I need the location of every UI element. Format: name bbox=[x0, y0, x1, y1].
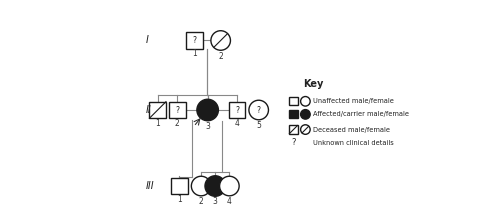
Text: ?: ? bbox=[192, 36, 196, 45]
Text: 3: 3 bbox=[205, 122, 210, 131]
FancyBboxPatch shape bbox=[186, 32, 203, 49]
Circle shape bbox=[197, 99, 218, 121]
Circle shape bbox=[300, 125, 310, 134]
Text: Key: Key bbox=[303, 79, 323, 89]
FancyBboxPatch shape bbox=[290, 110, 298, 118]
Text: ?: ? bbox=[291, 138, 296, 147]
Text: II: II bbox=[146, 105, 152, 115]
Text: ?: ? bbox=[256, 106, 260, 114]
Text: 1: 1 bbox=[177, 195, 182, 204]
Text: 1: 1 bbox=[156, 119, 160, 128]
Text: 4: 4 bbox=[234, 119, 240, 128]
FancyBboxPatch shape bbox=[290, 97, 298, 105]
Circle shape bbox=[220, 176, 239, 196]
Text: I: I bbox=[146, 35, 148, 46]
Text: 5: 5 bbox=[256, 121, 261, 130]
Circle shape bbox=[300, 110, 310, 119]
FancyBboxPatch shape bbox=[290, 125, 298, 134]
Text: Unknown clinical details: Unknown clinical details bbox=[312, 139, 394, 146]
Text: ?: ? bbox=[235, 106, 239, 114]
Text: 4: 4 bbox=[227, 197, 232, 206]
FancyBboxPatch shape bbox=[150, 102, 166, 118]
FancyBboxPatch shape bbox=[228, 102, 246, 118]
FancyBboxPatch shape bbox=[169, 102, 186, 118]
Text: 1: 1 bbox=[192, 49, 197, 58]
Text: 2: 2 bbox=[199, 197, 203, 206]
FancyBboxPatch shape bbox=[171, 178, 188, 194]
Text: 2: 2 bbox=[175, 119, 180, 128]
Text: 3: 3 bbox=[213, 197, 218, 206]
Circle shape bbox=[192, 176, 211, 196]
Circle shape bbox=[205, 176, 226, 196]
Circle shape bbox=[300, 97, 310, 106]
Text: Deceased male/female: Deceased male/female bbox=[312, 126, 390, 132]
Text: ?: ? bbox=[175, 106, 179, 114]
Text: III: III bbox=[146, 181, 154, 191]
Circle shape bbox=[249, 100, 268, 120]
Text: Affected/carrier male/female: Affected/carrier male/female bbox=[312, 111, 408, 117]
Text: 2: 2 bbox=[218, 52, 223, 61]
Circle shape bbox=[211, 31, 231, 50]
Text: Unaffected male/female: Unaffected male/female bbox=[312, 98, 394, 104]
